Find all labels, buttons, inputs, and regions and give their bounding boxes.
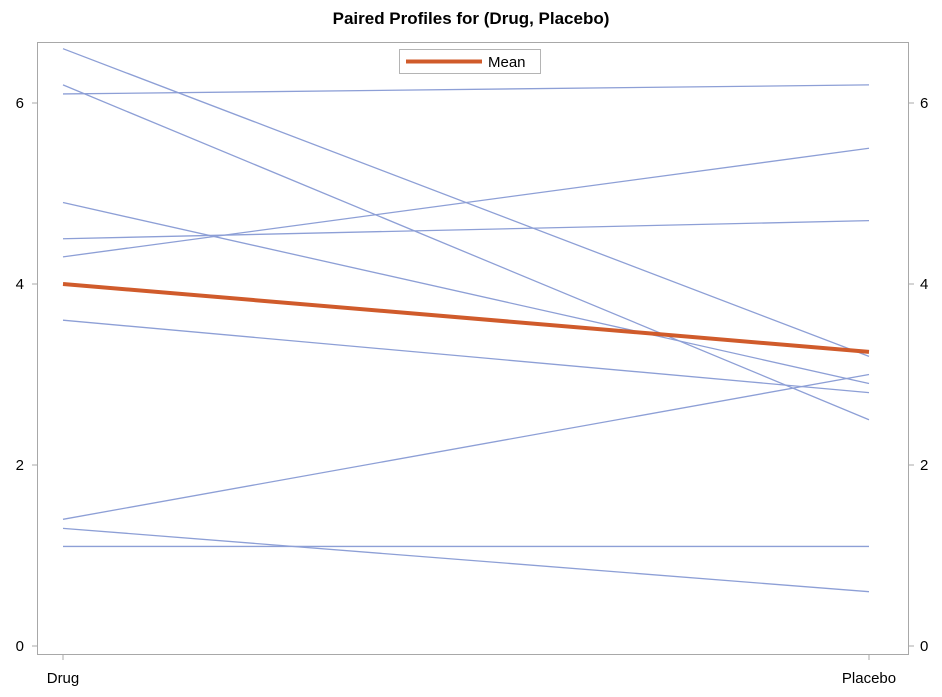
left-tick-label-0: 0 — [16, 638, 24, 655]
left-tick-label-6: 6 — [16, 95, 24, 112]
axes-layer: 0 0 2 2 4 4 6 6 Drug Placebo — [16, 95, 929, 687]
plot-frame — [37, 42, 909, 655]
profile-line-5 — [62, 220, 870, 240]
right-tick-label-6: 6 — [920, 95, 928, 112]
x-tick-label-placebo: Placebo — [842, 670, 896, 687]
chart-title: Paired Profiles for (Drug, Placebo) — [332, 9, 610, 28]
mean-line — [62, 282, 870, 354]
profile-line-8 — [62, 373, 870, 520]
legend: Mean — [399, 49, 541, 74]
profile-line-7 — [62, 319, 870, 394]
profile-line-3 — [62, 84, 870, 95]
right-tick-label-2: 2 — [920, 457, 928, 474]
profile-line-6 — [62, 147, 870, 258]
left-tick-label-2: 2 — [16, 457, 24, 474]
right-tick-label-0: 0 — [920, 638, 928, 655]
profile-line-4 — [62, 201, 870, 385]
left-tick-label-4: 4 — [16, 276, 24, 293]
mean-layer — [62, 282, 870, 354]
profile-line-2 — [62, 84, 870, 421]
right-tick-label-4: 4 — [920, 276, 928, 293]
legend-mean-label: Mean — [488, 54, 526, 71]
profiles-layer — [62, 48, 870, 593]
profile-line-9 — [62, 527, 870, 593]
x-tick-label-drug: Drug — [47, 670, 80, 687]
